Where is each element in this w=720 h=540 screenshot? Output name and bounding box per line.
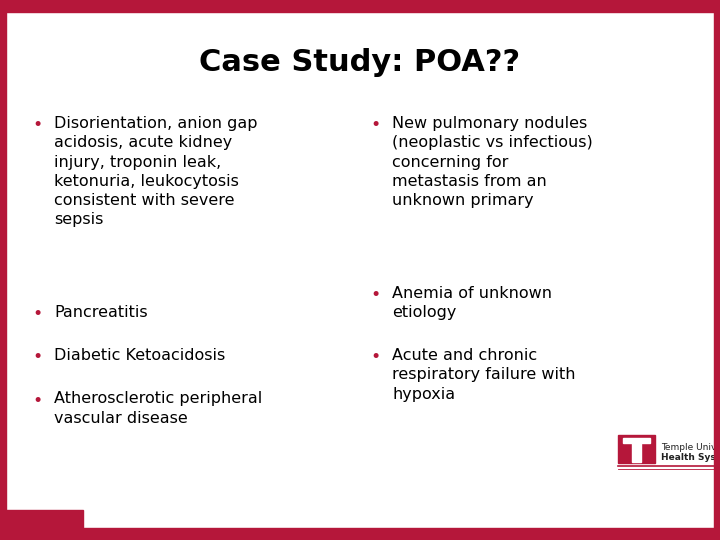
Text: Health System: Health System: [661, 454, 720, 462]
Text: •: •: [32, 305, 42, 323]
Bar: [623, 438, 650, 443]
Text: •: •: [32, 116, 42, 134]
Text: •: •: [371, 348, 381, 366]
Text: New pulmonary nodules
(neoplastic vs infectious)
concerning for
metastasis from : New pulmonary nodules (neoplastic vs inf…: [392, 116, 593, 208]
Text: •: •: [371, 286, 381, 304]
Bar: [0, 0, 6, 540]
Text: Pancreatitis: Pancreatitis: [54, 305, 148, 320]
Text: •: •: [371, 116, 381, 134]
Text: Diabetic Ketoacidosis: Diabetic Ketoacidosis: [54, 348, 225, 363]
Text: Temple University: Temple University: [661, 443, 720, 452]
Text: •: •: [32, 348, 42, 366]
Bar: [0, 528, 720, 540]
Bar: [632, 441, 641, 462]
Bar: [618, 435, 655, 463]
Bar: [0, 510, 83, 540]
Text: Acute and chronic
respiratory failure with
hypoxia: Acute and chronic respiratory failure wi…: [392, 348, 576, 402]
Text: •: •: [32, 392, 42, 409]
Bar: [0, 0, 720, 12]
Bar: [714, 0, 720, 540]
Text: Disorientation, anion gap
acidosis, acute kidney
injury, troponin leak,
ketonuri: Disorientation, anion gap acidosis, acut…: [54, 116, 258, 227]
Text: Case Study: POA??: Case Study: POA??: [199, 48, 521, 77]
Text: Atherosclerotic peripheral
vascular disease: Atherosclerotic peripheral vascular dise…: [54, 392, 262, 426]
Text: Anemia of unknown
etiology: Anemia of unknown etiology: [392, 286, 552, 320]
